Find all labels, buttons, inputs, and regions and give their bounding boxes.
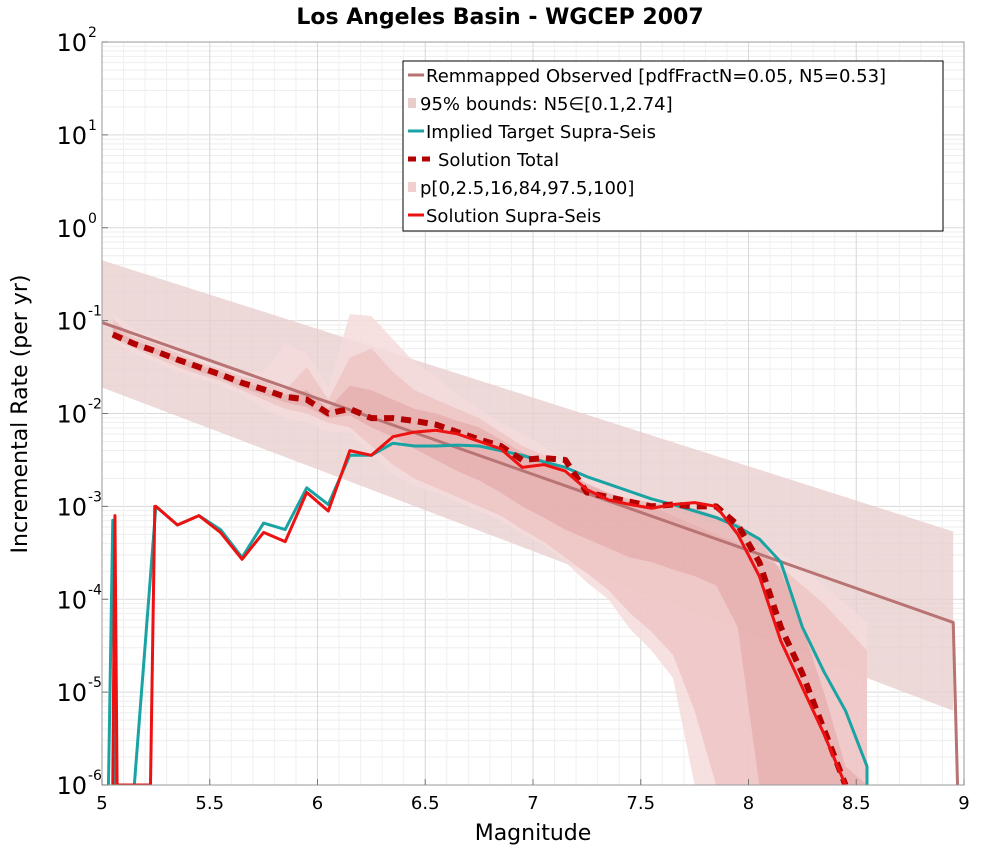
x-tick-label: 6: [312, 793, 323, 814]
lines-layer: [102, 321, 960, 785]
y-tick-exponent: -4: [88, 582, 102, 598]
legend-label-implied-target-supra-seis: Implied Target Supra-Seis: [426, 122, 656, 143]
x-axis-label: Magnitude: [475, 821, 592, 846]
legend-swatch-95-bounds-n5-0-1-2-74: [408, 98, 416, 108]
y-tick-exponent: -3: [88, 489, 102, 505]
y-tick-exponent: -5: [88, 675, 102, 691]
x-tick-label: 7.5: [626, 793, 655, 814]
legend-label-p-0-2-5-16-84-97-5-100: p[0,2.5,16,84,97.5,100]: [420, 178, 634, 199]
y-tick-label: 10: [56, 772, 87, 800]
legend-label-95-bounds-n5-0-1-2-74: 95% bounds: N5∈[0.1,2.74]: [420, 94, 673, 115]
y-tick-label: 10: [56, 679, 87, 707]
legend-box: [402, 60, 944, 232]
x-tick-label: 5: [96, 793, 107, 814]
y-tick-exponent: 1: [88, 118, 97, 134]
x-tick-label: 7: [527, 793, 538, 814]
legend: Remmapped Observed [pdfFractN=0.05, N5=0…: [402, 60, 944, 232]
y-tick-label: 10: [56, 401, 87, 429]
y-tick-label: 10: [56, 493, 87, 521]
legend-label-solution-supra-seis: Solution Supra-Seis: [426, 206, 601, 227]
x-tick-label: 5.5: [195, 793, 224, 814]
series-line-solution-supra-seis: [111, 428, 847, 785]
chart-title: Los Angeles Basin - WGCEP 2007: [296, 5, 703, 30]
legend-label-remmapped-observed-pdffractn-0-05-n5-0-53: Remmapped Observed [pdfFractN=0.05, N5=0…: [426, 66, 886, 87]
legend-label-solution-total: Solution Total: [438, 150, 559, 171]
y-tick-label: 10: [56, 122, 87, 150]
x-tick-label: 8: [743, 793, 754, 814]
y-tick-label: 10: [56, 29, 87, 57]
bands-layer: [102, 260, 954, 785]
x-tick-label: 6.5: [411, 793, 440, 814]
legend-swatch-p-0-2-5-16-84-97-5-100: [408, 182, 416, 192]
y-tick-label: 10: [56, 215, 87, 243]
y-tick-label: 10: [56, 586, 87, 614]
y-axis-label: Incremental Rate (per yr): [8, 275, 33, 554]
y-tick-label: 10: [56, 308, 87, 336]
x-axis-ticks: 5 5.5 6 6.5 7 7.5 8 8.5 9: [96, 779, 970, 814]
x-tick-label: 8.5: [842, 793, 871, 814]
band-p-16-84: [112, 328, 868, 785]
y-tick-exponent: -6: [88, 768, 102, 784]
y-tick-exponent: 0: [88, 211, 97, 227]
series-line-remmapped-observed: [102, 321, 960, 785]
y-tick-exponent: -2: [88, 397, 102, 413]
x-tick-label: 9: [958, 793, 969, 814]
band-p-2-5-97-5: [112, 318, 868, 785]
y-tick-exponent: -1: [88, 304, 102, 320]
y-tick-exponent: 2: [88, 25, 97, 41]
